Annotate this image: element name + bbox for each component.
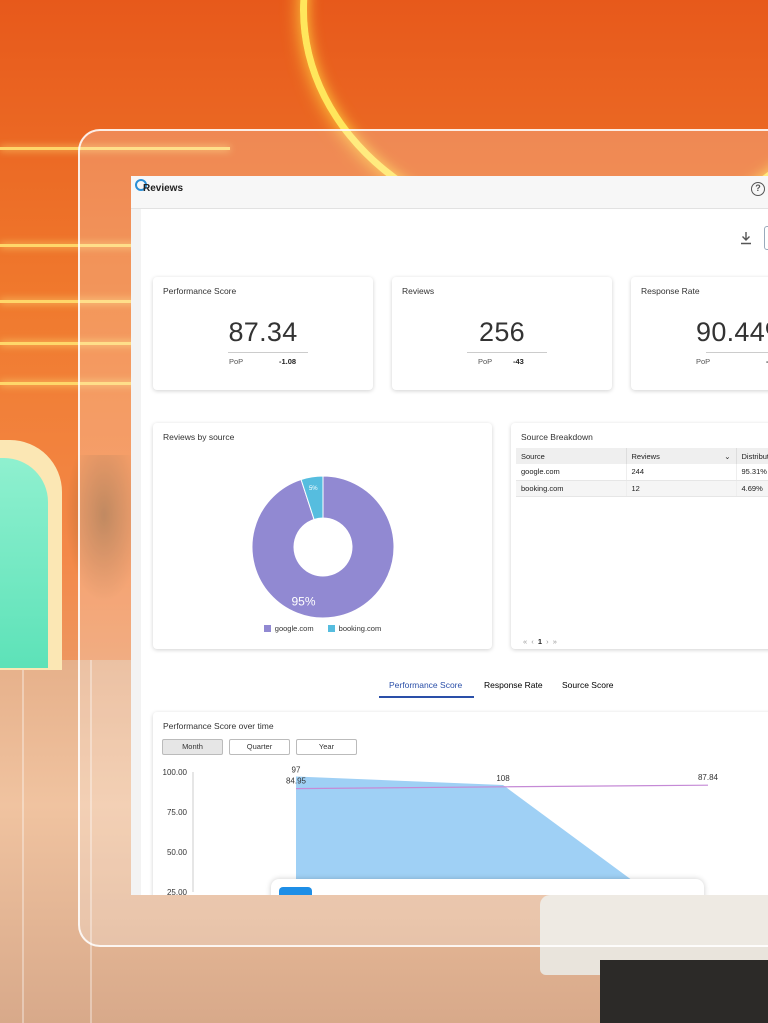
card-title: Performance Score over time xyxy=(163,721,274,731)
kpi-card-reviews: Reviews 256 PoP -43 xyxy=(392,277,612,390)
kpi-title: Reviews xyxy=(402,286,435,296)
y-tick-label: 75.00 xyxy=(167,808,188,817)
neon-band xyxy=(0,244,230,247)
chart-legend: google.com booking.com xyxy=(153,624,492,633)
legend-swatch xyxy=(263,625,271,632)
pop-value: - xyxy=(766,357,768,366)
legend-item-booking[interactable]: booking.com xyxy=(327,624,382,633)
table-cell: google.com xyxy=(516,464,627,481)
column-header-sorted[interactable]: Reviews ⌄ xyxy=(626,448,737,464)
slice-label: 95% xyxy=(291,595,315,609)
table-cell: booking.com xyxy=(516,480,627,497)
neon-band xyxy=(0,382,230,385)
current-page[interactable]: 1 xyxy=(537,637,544,646)
window-title: Reviews xyxy=(143,183,184,194)
area-series xyxy=(296,776,648,892)
kpi-value: 256 xyxy=(479,317,525,347)
tab-source-score[interactable]: Source Score xyxy=(562,680,614,690)
table-cell: 4.69% xyxy=(736,480,768,497)
kpi-title: Response Rate xyxy=(641,286,700,296)
table-cell: 244 xyxy=(626,464,737,481)
line-data-label: 84.95 xyxy=(286,777,307,786)
divider xyxy=(706,352,768,353)
last-page-icon[interactable]: » xyxy=(552,637,558,646)
area-data-label: 108 xyxy=(496,774,510,783)
sofa-base xyxy=(600,960,768,1023)
legend-label: booking.com xyxy=(338,624,382,633)
neon-band xyxy=(0,342,230,345)
kpi-card-performance-score: Performance Score 87.34 PoP -1.08 xyxy=(153,277,373,390)
dashboard-content: Performance Score 87.34 PoP -1.08 Review… xyxy=(141,209,768,895)
pop-value: -43 xyxy=(513,357,524,366)
slice-label: 5% xyxy=(309,486,318,492)
help-icon[interactable]: ? xyxy=(751,182,765,196)
pie-slice-booking-com[interactable] xyxy=(300,475,324,521)
plant-decoration xyxy=(64,455,144,605)
range-button-month[interactable]: Month xyxy=(162,739,223,755)
kpi-value: 90.44% xyxy=(696,317,768,347)
kpi-title: Performance Score xyxy=(163,286,237,296)
legend-label: google.com xyxy=(274,624,314,633)
area-data-label: 97 xyxy=(292,765,301,774)
card-title: Reviews by source xyxy=(163,432,235,442)
prev-page-icon[interactable]: ‹ xyxy=(531,637,535,646)
neon-band xyxy=(0,147,230,150)
chevron-down-icon[interactable]: ⌄ xyxy=(724,451,731,461)
tab-response-rate[interactable]: Response Rate xyxy=(484,680,543,690)
download-icon[interactable] xyxy=(739,231,753,245)
pop-label: PoP xyxy=(478,357,493,366)
card-title: Source Breakdown xyxy=(521,432,593,442)
pop-label: PoP xyxy=(696,357,711,366)
reviews-by-source-card: Reviews by source 95% 5% google.com booki… xyxy=(153,423,492,649)
y-tick-label: 50.00 xyxy=(167,848,188,857)
table-row[interactable]: booking.com 12 4.69% xyxy=(516,480,768,497)
table-cell: 95.31% xyxy=(736,464,768,481)
line-data-label: 87.84 xyxy=(698,773,719,782)
column-header[interactable]: Source xyxy=(516,448,627,464)
pagination: « ‹ 1 › » xyxy=(523,637,558,646)
next-page-icon[interactable]: › xyxy=(546,637,550,646)
pie-slice-google-com[interactable] xyxy=(251,475,395,619)
app-logo-icon xyxy=(135,179,147,191)
y-tick-label: 25.00 xyxy=(167,888,188,895)
bottom-action-button[interactable] xyxy=(279,887,312,895)
line-series xyxy=(295,784,709,790)
legend-swatch xyxy=(327,625,335,632)
range-button-quarter[interactable]: Quarter xyxy=(229,739,290,755)
legend-item-google[interactable]: google.com xyxy=(263,624,314,633)
floor-line xyxy=(22,660,24,1023)
donut-chart: 95% 5% xyxy=(251,475,395,619)
app-window: Reviews ? Performance Score 87.34 PoP -1… xyxy=(131,176,768,895)
column-header-label: Reviews xyxy=(631,451,660,461)
table-header-row: Source Reviews ⌄ Distribution xyxy=(516,448,768,464)
column-header[interactable]: Distribution xyxy=(736,448,768,464)
kpi-value: 87.34 xyxy=(228,317,298,347)
trend-chart: 100.00 75.00 50.00 25.00 97 108 84.95 87.84 xyxy=(163,765,719,895)
range-button-year[interactable]: Year xyxy=(296,739,357,755)
divider xyxy=(228,352,308,353)
neon-band xyxy=(0,300,230,303)
pop-value: -1.08 xyxy=(279,357,297,366)
kpi-card-response-rate: Response Rate 90.44% PoP - xyxy=(631,277,768,390)
bottom-floating-bar xyxy=(271,879,704,895)
source-table: Source Reviews ⌄ Distribution google.com … xyxy=(516,448,768,497)
active-tab-indicator xyxy=(379,696,474,698)
first-page-icon[interactable]: « xyxy=(523,637,529,646)
y-tick-label: 100.00 xyxy=(163,768,188,777)
title-bar: Reviews ? xyxy=(131,176,768,209)
table-cell: 12 xyxy=(626,480,737,497)
table-row[interactable]: google.com 244 95.31% xyxy=(516,464,768,481)
trend-chart-card: Performance Score over time Month Quarte… xyxy=(153,712,768,895)
divider xyxy=(467,352,547,353)
tab-performance-score[interactable]: Performance Score xyxy=(389,680,463,690)
pop-label: PoP xyxy=(229,357,244,366)
arch-glow xyxy=(0,458,48,668)
floor-line xyxy=(90,660,92,1023)
source-breakdown-card: Source Breakdown Source Reviews ⌄ Distrib… xyxy=(511,423,768,649)
toolbar-button[interactable] xyxy=(764,226,768,250)
